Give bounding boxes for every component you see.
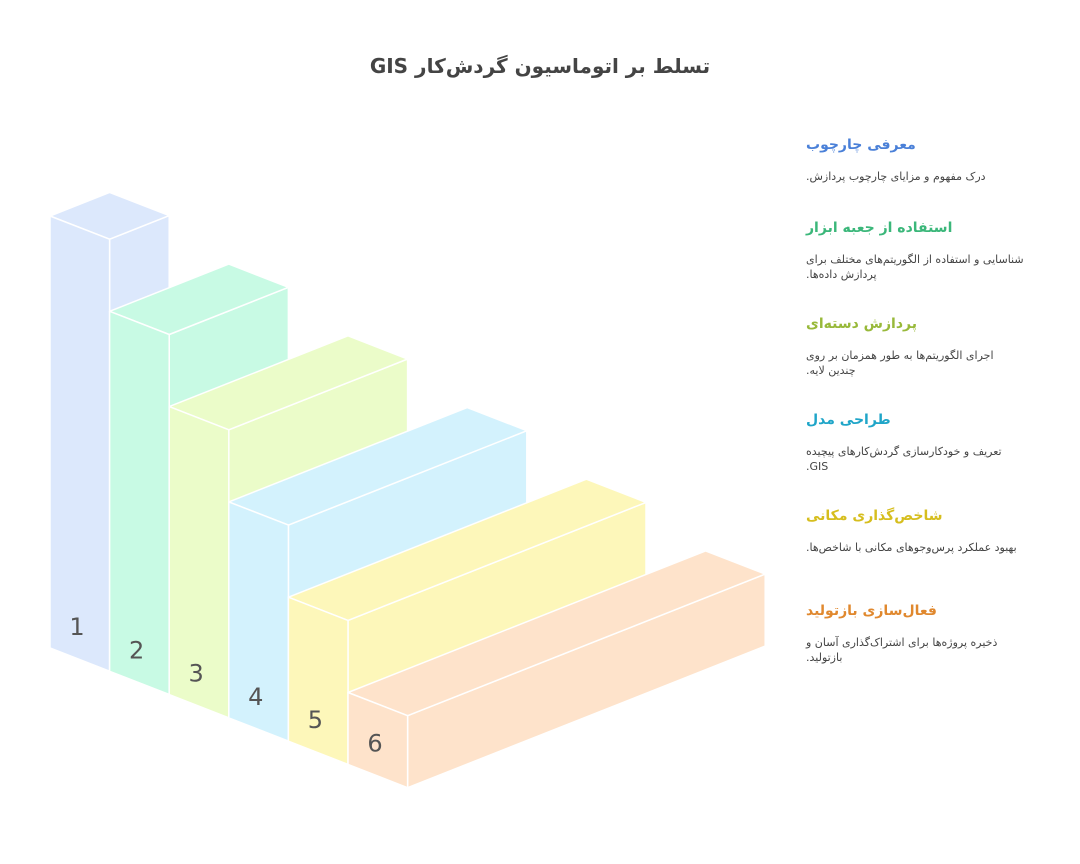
step-front: [108, 310, 170, 696]
step-front: [228, 501, 290, 742]
step-description: اجرای الگوریتم‌ها به طور همزمان بر روی چ…: [806, 349, 994, 377]
step-title: پردازش دسته‌ای: [806, 316, 917, 332]
step-description: ذخیره پروژه‌ها برای اشتراک‌گذاری آسان و …: [806, 636, 998, 664]
step-number: 6: [367, 730, 382, 758]
step-front: [347, 691, 409, 789]
step-description: تعریف و خودکارسازی گردش‌کارهای پیچیده GI…: [806, 445, 1002, 473]
step-title: معرفی چارچوب: [806, 137, 916, 153]
step-item: استفاده از جعبه ابزار شناسایی و استفاده ا…: [806, 220, 1024, 282]
step-title: شاخص‌گذاری مکانی: [806, 508, 943, 524]
step-title: طراحی مدل: [806, 412, 891, 428]
step-description: بهبود عملکرد پرس‌وجوهای مکانی با شاخص‌ها…: [806, 541, 1017, 554]
step-item: طراحی مدل تعریف و خودکارسازی گردش‌کارهای …: [806, 412, 1024, 474]
step-number: 1: [69, 613, 84, 641]
step-item: شاخص‌گذاری مکانی بهبود عملکرد پرس‌وجوهای …: [806, 508, 1024, 555]
step-item: معرفی چارچوب درک مفهوم و مزایای چارچوب پر…: [806, 137, 1024, 184]
step-number: 4: [248, 683, 263, 711]
step-front: [287, 596, 349, 766]
step-description: شناسایی و استفاده از الگوریتم‌های مختلف …: [806, 253, 1024, 281]
step-title: فعال‌سازی بازتولید: [806, 603, 937, 619]
step-title: استفاده از جعبه ابزار: [806, 220, 953, 236]
step-front: [168, 405, 230, 719]
step-number: 3: [189, 660, 204, 688]
step-item: فعال‌سازی بازتولید ذخیره پروژه‌ها برای اش…: [806, 603, 1024, 665]
step-description: درک مفهوم و مزایای چارچوب پردازش.: [806, 170, 986, 183]
step-front: [49, 215, 111, 672]
title: تسلط بر اتوماسیون گردش‌کار GIS: [369, 54, 711, 78]
step-item: پردازش دسته‌ای اجرای الگوریتم‌ها به طور ه…: [806, 316, 1024, 378]
step-number: 2: [129, 636, 144, 664]
step-number: 5: [308, 706, 323, 734]
